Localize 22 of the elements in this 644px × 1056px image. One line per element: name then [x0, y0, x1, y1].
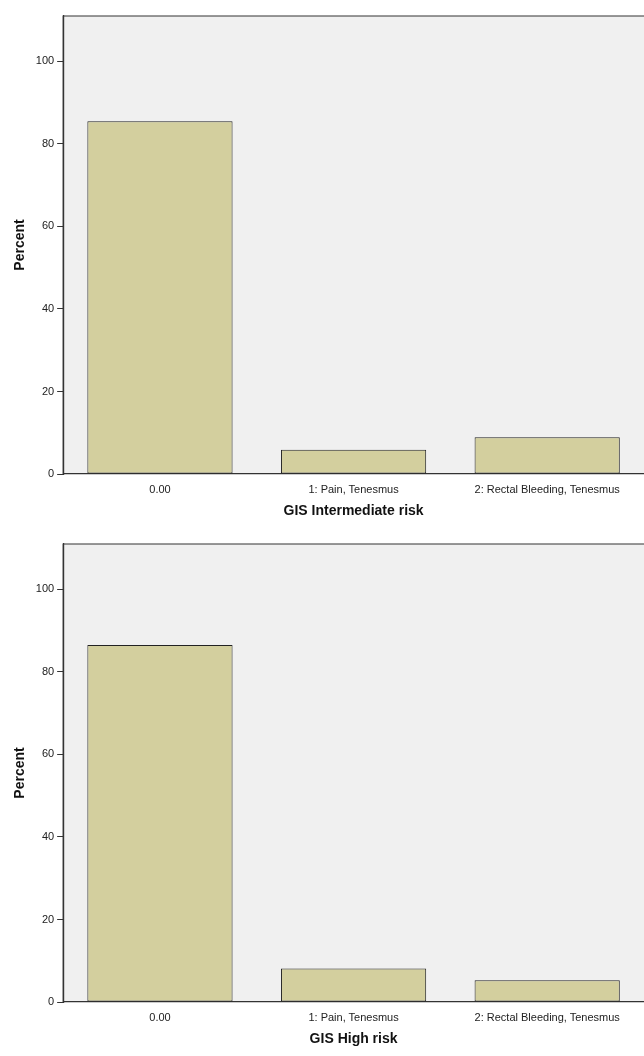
y-tick-label: 60 — [41, 747, 55, 760]
x-tick-label: 0.00 — [149, 1010, 171, 1023]
x-axis-title: GIS Intermediate risk — [283, 502, 424, 519]
y-tick-label: 100 — [35, 582, 55, 595]
y-axis-title: Percent — [11, 218, 28, 271]
y-tick-label: 60 — [41, 219, 55, 232]
y-tick-label: 80 — [41, 664, 55, 677]
y-axis-title: Percent — [11, 746, 28, 799]
x-axis-title: GIS High risk — [309, 1030, 398, 1047]
x-tick-label: 1: Pain, Tenesmus — [308, 1010, 400, 1023]
y-tick-label: 20 — [41, 912, 55, 925]
y-tick-label: 0 — [48, 467, 55, 480]
x-tick-label: 2: Rectal Bleeding, Tenesmus — [474, 1010, 621, 1023]
y-tick-label: 40 — [41, 829, 55, 842]
y-tick-label: 20 — [41, 384, 55, 397]
y-tick-label: 80 — [41, 136, 55, 149]
y-tick-label: 100 — [35, 54, 55, 67]
x-tick-label: 0.00 — [149, 482, 171, 495]
y-tick-label: 0 — [48, 995, 55, 1008]
y-tick-label: 40 — [41, 301, 55, 314]
x-tick-label: 1: Pain, Tenesmus — [308, 482, 400, 495]
x-tick-label: 2: Rectal Bleeding, Tenesmus — [474, 482, 621, 495]
